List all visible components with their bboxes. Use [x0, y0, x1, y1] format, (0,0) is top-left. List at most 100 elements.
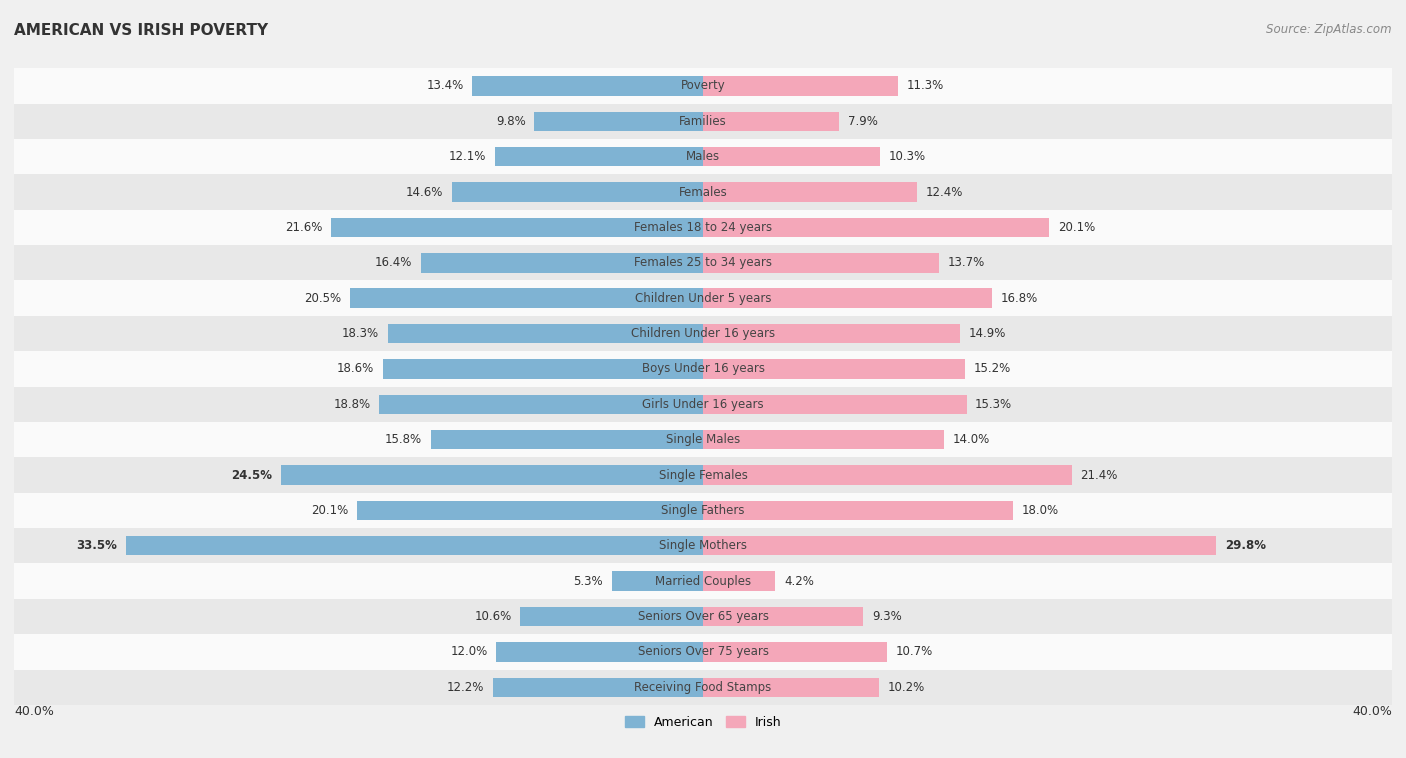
Text: Males: Males [686, 150, 720, 163]
Text: 40.0%: 40.0% [1353, 705, 1392, 718]
Text: 16.8%: 16.8% [1001, 292, 1038, 305]
Bar [703, 430, 945, 449]
Bar [330, 218, 703, 237]
Text: 20.5%: 20.5% [304, 292, 342, 305]
Text: Boys Under 16 years: Boys Under 16 years [641, 362, 765, 375]
Bar [703, 572, 775, 591]
Text: Girls Under 16 years: Girls Under 16 years [643, 398, 763, 411]
Text: Single Males: Single Males [666, 433, 740, 446]
Text: 10.7%: 10.7% [896, 645, 934, 659]
Bar [14, 210, 1392, 245]
Bar [357, 501, 703, 520]
Text: 9.3%: 9.3% [872, 610, 901, 623]
Bar [495, 147, 703, 167]
Bar [382, 359, 703, 379]
Bar [127, 536, 703, 556]
Bar [14, 280, 1392, 316]
Text: Single Mothers: Single Mothers [659, 539, 747, 553]
Text: 12.0%: 12.0% [450, 645, 488, 659]
Bar [703, 289, 993, 308]
Text: Families: Families [679, 114, 727, 128]
Bar [703, 218, 1049, 237]
Text: 12.1%: 12.1% [449, 150, 486, 163]
Text: 20.1%: 20.1% [1057, 221, 1095, 234]
Bar [703, 501, 1012, 520]
Bar [281, 465, 703, 485]
Legend: American, Irish: American, Irish [620, 711, 786, 734]
Bar [703, 183, 917, 202]
Bar [14, 563, 1392, 599]
Text: 9.8%: 9.8% [496, 114, 526, 128]
Text: 10.6%: 10.6% [475, 610, 512, 623]
Text: 20.1%: 20.1% [311, 504, 349, 517]
Bar [14, 634, 1392, 669]
Bar [14, 669, 1392, 705]
Text: 24.5%: 24.5% [232, 468, 273, 481]
Text: 14.6%: 14.6% [405, 186, 443, 199]
Bar [14, 245, 1392, 280]
Bar [703, 536, 1216, 556]
Bar [703, 395, 966, 414]
Bar [612, 572, 703, 591]
Bar [14, 422, 1392, 457]
Bar [534, 111, 703, 131]
Text: Seniors Over 75 years: Seniors Over 75 years [637, 645, 769, 659]
Text: 7.9%: 7.9% [848, 114, 877, 128]
Text: 12.4%: 12.4% [925, 186, 963, 199]
Bar [472, 77, 703, 96]
Text: 4.2%: 4.2% [785, 575, 814, 587]
Bar [430, 430, 703, 449]
Bar [380, 395, 703, 414]
Text: Source: ZipAtlas.com: Source: ZipAtlas.com [1267, 23, 1392, 36]
Text: Females 25 to 34 years: Females 25 to 34 years [634, 256, 772, 269]
Bar [703, 253, 939, 273]
Bar [494, 678, 703, 697]
Text: 5.3%: 5.3% [574, 575, 603, 587]
Text: 12.2%: 12.2% [447, 681, 484, 694]
Text: 15.2%: 15.2% [973, 362, 1011, 375]
Text: Females: Females [679, 186, 727, 199]
Bar [420, 253, 703, 273]
Text: 29.8%: 29.8% [1225, 539, 1265, 553]
Bar [703, 147, 880, 167]
Text: AMERICAN VS IRISH POVERTY: AMERICAN VS IRISH POVERTY [14, 23, 269, 38]
Bar [703, 642, 887, 662]
Bar [703, 678, 879, 697]
Text: Single Females: Single Females [658, 468, 748, 481]
Text: 13.7%: 13.7% [948, 256, 984, 269]
Bar [14, 493, 1392, 528]
Text: 18.8%: 18.8% [333, 398, 371, 411]
Bar [703, 77, 897, 96]
Bar [703, 465, 1071, 485]
Bar [14, 599, 1392, 634]
Text: 10.3%: 10.3% [889, 150, 927, 163]
Bar [703, 111, 839, 131]
Text: 16.4%: 16.4% [374, 256, 412, 269]
Text: 40.0%: 40.0% [14, 705, 53, 718]
Text: 21.6%: 21.6% [285, 221, 322, 234]
Text: 15.8%: 15.8% [385, 433, 422, 446]
Text: Females 18 to 24 years: Females 18 to 24 years [634, 221, 772, 234]
Text: 15.3%: 15.3% [976, 398, 1012, 411]
Bar [350, 289, 703, 308]
Text: 14.0%: 14.0% [953, 433, 990, 446]
Text: 18.3%: 18.3% [342, 327, 380, 340]
Text: Married Couples: Married Couples [655, 575, 751, 587]
Bar [14, 387, 1392, 422]
Bar [14, 457, 1392, 493]
Text: Receiving Food Stamps: Receiving Food Stamps [634, 681, 772, 694]
Text: Children Under 16 years: Children Under 16 years [631, 327, 775, 340]
Bar [14, 174, 1392, 210]
Text: 13.4%: 13.4% [426, 80, 464, 92]
Text: Seniors Over 65 years: Seniors Over 65 years [637, 610, 769, 623]
Text: 11.3%: 11.3% [907, 80, 943, 92]
Text: Single Fathers: Single Fathers [661, 504, 745, 517]
Text: Poverty: Poverty [681, 80, 725, 92]
Text: 10.2%: 10.2% [887, 681, 925, 694]
Text: 14.9%: 14.9% [969, 327, 1005, 340]
Bar [520, 607, 703, 626]
Bar [14, 104, 1392, 139]
Bar [451, 183, 703, 202]
Text: 21.4%: 21.4% [1080, 468, 1118, 481]
Bar [703, 324, 960, 343]
